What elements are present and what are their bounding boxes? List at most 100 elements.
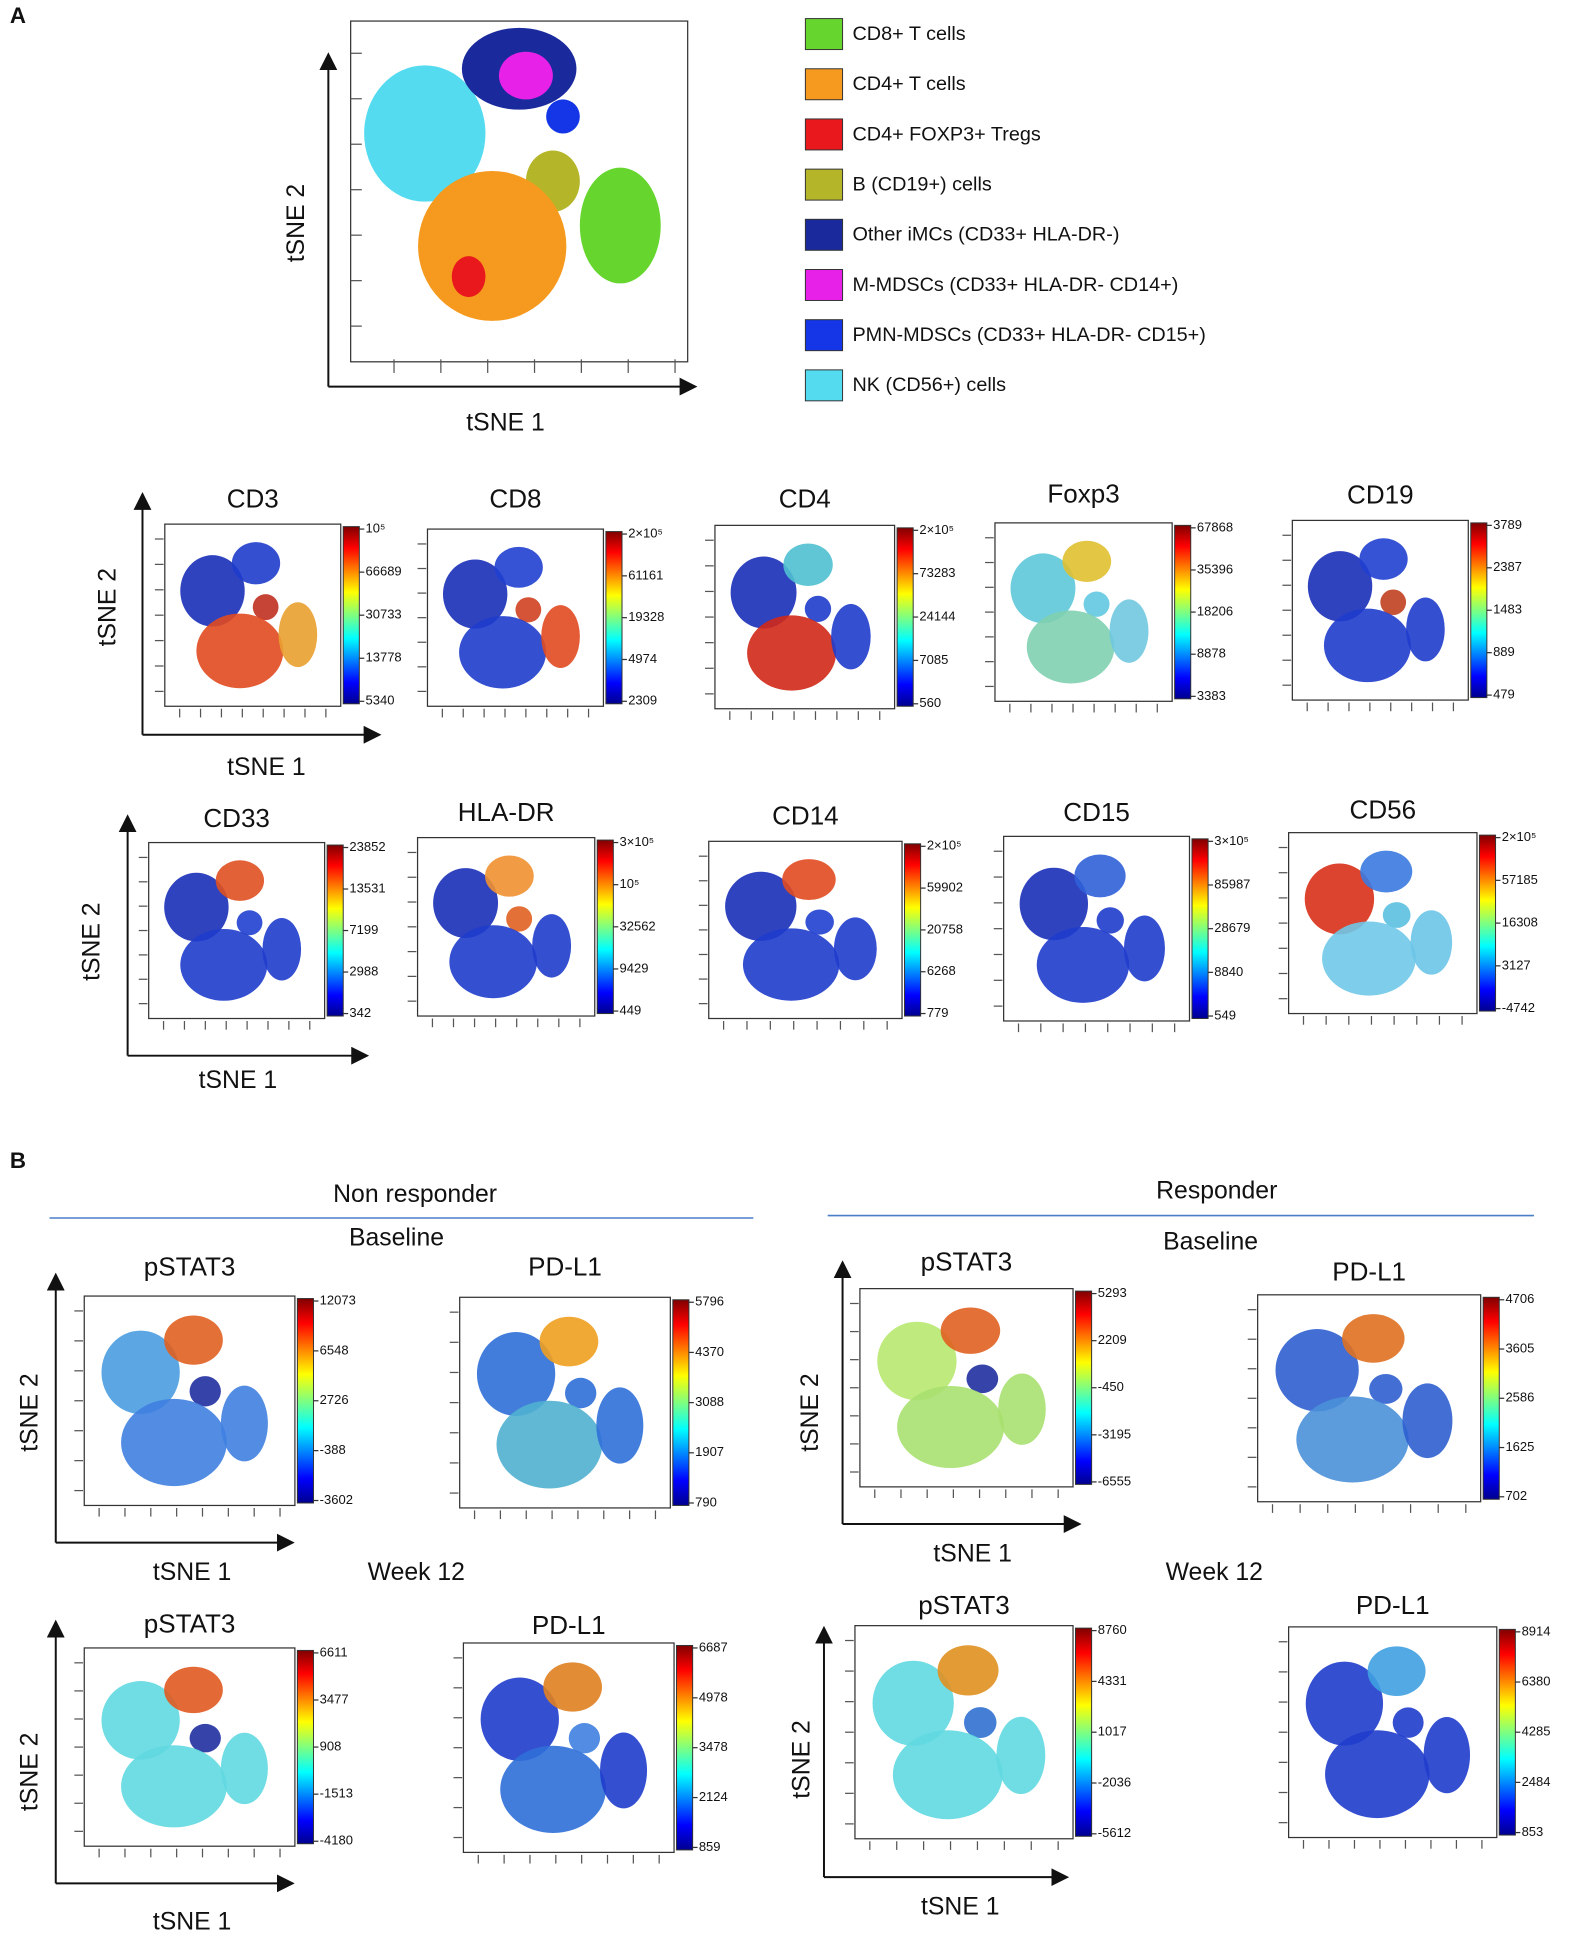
colorbar-tick-label: 3605 — [1505, 1340, 1534, 1355]
legend-swatch — [804, 68, 844, 101]
cell-cluster — [1083, 591, 1110, 617]
cell-cluster — [180, 555, 245, 627]
x-axis-label: tSNE 1 — [227, 754, 305, 781]
cell-cluster — [215, 860, 265, 901]
y-axis-label: tSNE 2 — [17, 1733, 44, 1811]
cell-cluster — [121, 1398, 227, 1487]
colorbar-tick-label: 20758 — [927, 921, 963, 936]
y-axis-label: tSNE 2 — [788, 1720, 815, 1798]
colorbar-tick-label: 8760 — [1098, 1622, 1127, 1637]
x-axis-label: tSNE 1 — [199, 1067, 277, 1094]
cell-cluster — [730, 556, 797, 629]
colorbar-tick-label: -3602 — [320, 1492, 353, 1507]
cell-cluster — [532, 914, 572, 978]
colorbar — [1075, 1627, 1093, 1837]
cell-cluster — [600, 1732, 648, 1809]
cell-cluster — [1062, 540, 1112, 582]
colorbar-tick-label: 5796 — [695, 1294, 724, 1309]
cell-cluster — [596, 1387, 644, 1464]
cell-cluster — [220, 1732, 268, 1805]
cell-cluster — [278, 602, 318, 668]
cell-cluster — [252, 594, 279, 621]
cell-cluster — [897, 1385, 1005, 1469]
x-axis-label: tSNE 1 — [153, 1909, 231, 1936]
colorbar-tick-label: 2726 — [320, 1392, 349, 1407]
cell-cluster — [1074, 854, 1126, 898]
plot-title: pSTAT3 — [144, 1252, 236, 1282]
plot-title: CD33 — [203, 803, 270, 833]
cell-cluster — [1342, 1314, 1405, 1363]
cell-cluster — [966, 1364, 999, 1394]
colorbar-tick-label: 2309 — [628, 693, 657, 708]
colorbar-tick-label: -6555 — [1098, 1473, 1131, 1488]
cell-cluster — [1123, 915, 1165, 982]
colorbar-tick-label: 7199 — [349, 922, 378, 937]
colorbar-tick-label: 342 — [349, 1005, 371, 1020]
cell-cluster — [805, 909, 834, 935]
legend-swatch — [804, 218, 844, 251]
colorbar-tick-label: -4180 — [320, 1833, 353, 1848]
plot-title: CD19 — [1347, 480, 1414, 510]
colorbar-tick-label: -2036 — [1098, 1774, 1131, 1789]
colorbar-tick-label: 24144 — [919, 608, 955, 623]
cell-cluster — [506, 906, 533, 932]
colorbar-tick-label: 3×10⁵ — [1214, 833, 1249, 848]
cell-cluster — [831, 603, 871, 670]
cell-cluster — [451, 256, 486, 298]
cell-cluster — [1036, 927, 1130, 1003]
x-axis-label: tSNE 1 — [466, 409, 544, 436]
y-axis-label: tSNE 2 — [797, 1373, 824, 1451]
colorbar-tick-label: 8840 — [1214, 964, 1243, 979]
group-title: Responder — [1156, 1178, 1277, 1205]
colorbar-tick-label: 3478 — [699, 1739, 728, 1754]
cell-cluster — [459, 616, 547, 689]
colorbar-tick-label: 18206 — [1197, 604, 1233, 619]
cell-cluster — [1369, 1373, 1403, 1404]
colorbar-tick-label: 702 — [1505, 1488, 1527, 1503]
panel-label: A — [10, 3, 26, 28]
colorbar-tick-label: 6380 — [1522, 1673, 1551, 1688]
cell-cluster — [262, 918, 302, 981]
colorbar-tick-label: -5612 — [1098, 1825, 1131, 1840]
plot-title: pSTAT3 — [144, 1609, 236, 1639]
colorbar-tick-label: 13531 — [349, 880, 385, 895]
colorbar-tick-label: 3088 — [695, 1394, 724, 1409]
plot-title: pSTAT3 — [921, 1247, 1013, 1277]
colorbar-tick-label: 560 — [919, 695, 941, 710]
cell-cluster — [1392, 1707, 1424, 1738]
colorbar-tick-label: 4706 — [1505, 1291, 1534, 1306]
timepoint-label: Baseline — [349, 1225, 444, 1252]
cell-cluster — [1325, 1730, 1430, 1819]
colorbar-tick-label: 859 — [699, 1839, 721, 1854]
cell-cluster — [1423, 1716, 1471, 1794]
cell-cluster — [1367, 1646, 1426, 1696]
colorbar-tick-label: 1483 — [1493, 602, 1522, 617]
colorbar-tick-label: 66689 — [366, 564, 402, 579]
legend-swatch — [804, 18, 844, 51]
colorbar — [342, 526, 360, 705]
cell-cluster — [1304, 863, 1375, 935]
colorbar-tick-label: 5293 — [1098, 1285, 1127, 1300]
plot-title: PD-L1 — [1332, 1257, 1406, 1287]
colorbar-tick-label: 2387 — [1493, 559, 1522, 574]
colorbar — [1075, 1290, 1093, 1485]
cell-cluster — [494, 546, 543, 588]
plot-title: CD3 — [227, 483, 279, 513]
cell-cluster — [963, 1707, 997, 1739]
cell-cluster — [1323, 608, 1411, 683]
legend-swatch — [804, 269, 844, 301]
colorbar-tick-label: 10⁵ — [620, 876, 640, 891]
colorbar-tick-label: -388 — [320, 1442, 346, 1457]
cell-cluster — [872, 1660, 954, 1746]
cell-cluster — [121, 1745, 227, 1828]
cell-cluster — [833, 917, 877, 981]
colorbar-tick-label: 853 — [1522, 1824, 1544, 1839]
cell-cluster — [164, 872, 229, 942]
cell-cluster — [1410, 910, 1453, 975]
cell-cluster — [1026, 610, 1115, 684]
cell-cluster — [449, 925, 537, 999]
colorbar-tick-label: 85987 — [1214, 876, 1250, 891]
legend-swatch — [804, 319, 844, 352]
cell-cluster — [180, 928, 268, 1001]
cell-cluster — [1307, 551, 1373, 622]
